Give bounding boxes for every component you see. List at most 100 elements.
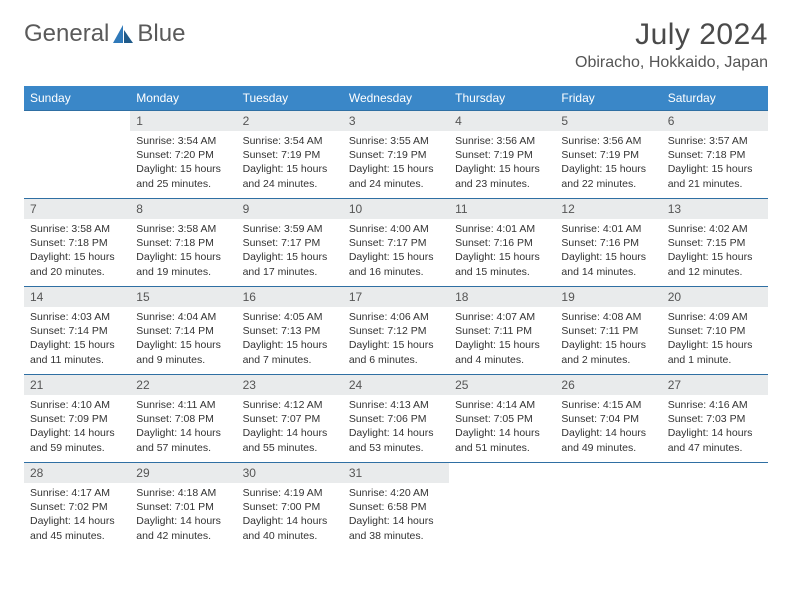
day-number: 9 — [237, 199, 343, 219]
location: Obiracho, Hokkaido, Japan — [575, 54, 768, 72]
day-number: 30 — [237, 463, 343, 483]
day-number: 12 — [555, 199, 661, 219]
calendar-day-cell: 21Sunrise: 4:10 AMSunset: 7:09 PMDayligh… — [24, 375, 130, 463]
day-number: 13 — [662, 199, 768, 219]
calendar-day-cell: 12Sunrise: 4:01 AMSunset: 7:16 PMDayligh… — [555, 199, 661, 287]
calendar-week-row: 28Sunrise: 4:17 AMSunset: 7:02 PMDayligh… — [24, 463, 768, 551]
calendar-empty-cell — [24, 111, 130, 199]
weekday-header: Tuesday — [237, 86, 343, 111]
calendar-day-cell: 19Sunrise: 4:08 AMSunset: 7:11 PMDayligh… — [555, 287, 661, 375]
calendar-week-row: 1Sunrise: 3:54 AMSunset: 7:20 PMDaylight… — [24, 111, 768, 199]
calendar-day-cell: 2Sunrise: 3:54 AMSunset: 7:19 PMDaylight… — [237, 111, 343, 199]
day-number: 8 — [130, 199, 236, 219]
calendar-day-cell: 28Sunrise: 4:17 AMSunset: 7:02 PMDayligh… — [24, 463, 130, 551]
day-number: 5 — [555, 111, 661, 131]
calendar-empty-cell — [555, 463, 661, 551]
calendar-day-cell: 16Sunrise: 4:05 AMSunset: 7:13 PMDayligh… — [237, 287, 343, 375]
day-details: Sunrise: 4:15 AMSunset: 7:04 PMDaylight:… — [555, 395, 661, 459]
calendar-empty-cell — [449, 463, 555, 551]
calendar-table: SundayMondayTuesdayWednesdayThursdayFrid… — [24, 86, 768, 551]
calendar-day-cell: 18Sunrise: 4:07 AMSunset: 7:11 PMDayligh… — [449, 287, 555, 375]
day-details: Sunrise: 4:14 AMSunset: 7:05 PMDaylight:… — [449, 395, 555, 459]
calendar-day-cell: 17Sunrise: 4:06 AMSunset: 7:12 PMDayligh… — [343, 287, 449, 375]
calendar-day-cell: 30Sunrise: 4:19 AMSunset: 7:00 PMDayligh… — [237, 463, 343, 551]
day-number: 20 — [662, 287, 768, 307]
day-number: 29 — [130, 463, 236, 483]
day-details: Sunrise: 4:03 AMSunset: 7:14 PMDaylight:… — [24, 307, 130, 371]
day-details: Sunrise: 3:54 AMSunset: 7:19 PMDaylight:… — [237, 131, 343, 195]
day-number: 16 — [237, 287, 343, 307]
day-details: Sunrise: 4:04 AMSunset: 7:14 PMDaylight:… — [130, 307, 236, 371]
day-details: Sunrise: 4:07 AMSunset: 7:11 PMDaylight:… — [449, 307, 555, 371]
day-number: 26 — [555, 375, 661, 395]
day-details: Sunrise: 3:58 AMSunset: 7:18 PMDaylight:… — [130, 219, 236, 283]
logo-sail-icon — [112, 24, 134, 44]
day-number: 17 — [343, 287, 449, 307]
month-title: July 2024 — [575, 18, 768, 52]
calendar-day-cell: 3Sunrise: 3:55 AMSunset: 7:19 PMDaylight… — [343, 111, 449, 199]
calendar-day-cell: 26Sunrise: 4:15 AMSunset: 7:04 PMDayligh… — [555, 375, 661, 463]
day-details: Sunrise: 4:17 AMSunset: 7:02 PMDaylight:… — [24, 483, 130, 547]
day-details: Sunrise: 3:58 AMSunset: 7:18 PMDaylight:… — [24, 219, 130, 283]
calendar-day-cell: 7Sunrise: 3:58 AMSunset: 7:18 PMDaylight… — [24, 199, 130, 287]
day-details: Sunrise: 3:56 AMSunset: 7:19 PMDaylight:… — [449, 131, 555, 195]
day-number: 1 — [130, 111, 236, 131]
day-details: Sunrise: 4:00 AMSunset: 7:17 PMDaylight:… — [343, 219, 449, 283]
calendar-empty-cell — [662, 463, 768, 551]
day-number: 27 — [662, 375, 768, 395]
weekday-header: Saturday — [662, 86, 768, 111]
weekday-header: Thursday — [449, 86, 555, 111]
day-number: 18 — [449, 287, 555, 307]
day-number: 23 — [237, 375, 343, 395]
day-details: Sunrise: 4:08 AMSunset: 7:11 PMDaylight:… — [555, 307, 661, 371]
day-details: Sunrise: 4:02 AMSunset: 7:15 PMDaylight:… — [662, 219, 768, 283]
day-details: Sunrise: 4:05 AMSunset: 7:13 PMDaylight:… — [237, 307, 343, 371]
calendar-day-cell: 27Sunrise: 4:16 AMSunset: 7:03 PMDayligh… — [662, 375, 768, 463]
day-number: 25 — [449, 375, 555, 395]
day-details: Sunrise: 4:11 AMSunset: 7:08 PMDaylight:… — [130, 395, 236, 459]
day-details: Sunrise: 3:55 AMSunset: 7:19 PMDaylight:… — [343, 131, 449, 195]
day-details: Sunrise: 3:57 AMSunset: 7:18 PMDaylight:… — [662, 131, 768, 195]
day-details: Sunrise: 4:13 AMSunset: 7:06 PMDaylight:… — [343, 395, 449, 459]
day-details: Sunrise: 4:09 AMSunset: 7:10 PMDaylight:… — [662, 307, 768, 371]
calendar-day-cell: 29Sunrise: 4:18 AMSunset: 7:01 PMDayligh… — [130, 463, 236, 551]
day-details: Sunrise: 4:16 AMSunset: 7:03 PMDaylight:… — [662, 395, 768, 459]
title-block: July 2024 Obiracho, Hokkaido, Japan — [575, 18, 768, 72]
weekday-header: Monday — [130, 86, 236, 111]
day-number: 19 — [555, 287, 661, 307]
day-number: 4 — [449, 111, 555, 131]
calendar-day-cell: 24Sunrise: 4:13 AMSunset: 7:06 PMDayligh… — [343, 375, 449, 463]
calendar-day-cell: 31Sunrise: 4:20 AMSunset: 6:58 PMDayligh… — [343, 463, 449, 551]
day-details: Sunrise: 4:10 AMSunset: 7:09 PMDaylight:… — [24, 395, 130, 459]
calendar-week-row: 14Sunrise: 4:03 AMSunset: 7:14 PMDayligh… — [24, 287, 768, 375]
day-details: Sunrise: 3:56 AMSunset: 7:19 PMDaylight:… — [555, 131, 661, 195]
day-number: 31 — [343, 463, 449, 483]
calendar-day-cell: 23Sunrise: 4:12 AMSunset: 7:07 PMDayligh… — [237, 375, 343, 463]
day-details: Sunrise: 3:54 AMSunset: 7:20 PMDaylight:… — [130, 131, 236, 195]
calendar-day-cell: 25Sunrise: 4:14 AMSunset: 7:05 PMDayligh… — [449, 375, 555, 463]
logo-word1: General — [24, 20, 109, 48]
weekday-header: Wednesday — [343, 86, 449, 111]
day-number: 11 — [449, 199, 555, 219]
day-number: 22 — [130, 375, 236, 395]
logo-word2: Blue — [137, 20, 185, 48]
day-number: 7 — [24, 199, 130, 219]
calendar-day-cell: 20Sunrise: 4:09 AMSunset: 7:10 PMDayligh… — [662, 287, 768, 375]
day-number: 15 — [130, 287, 236, 307]
day-details: Sunrise: 4:01 AMSunset: 7:16 PMDaylight:… — [449, 219, 555, 283]
day-details: Sunrise: 4:01 AMSunset: 7:16 PMDaylight:… — [555, 219, 661, 283]
calendar-day-cell: 11Sunrise: 4:01 AMSunset: 7:16 PMDayligh… — [449, 199, 555, 287]
header: General Blue July 2024 Obiracho, Hokkaid… — [24, 18, 768, 72]
calendar-week-row: 7Sunrise: 3:58 AMSunset: 7:18 PMDaylight… — [24, 199, 768, 287]
weekday-header: Sunday — [24, 86, 130, 111]
day-number: 10 — [343, 199, 449, 219]
day-details: Sunrise: 4:19 AMSunset: 7:00 PMDaylight:… — [237, 483, 343, 547]
day-number: 6 — [662, 111, 768, 131]
calendar-day-cell: 6Sunrise: 3:57 AMSunset: 7:18 PMDaylight… — [662, 111, 768, 199]
calendar-day-cell: 4Sunrise: 3:56 AMSunset: 7:19 PMDaylight… — [449, 111, 555, 199]
calendar-day-cell: 15Sunrise: 4:04 AMSunset: 7:14 PMDayligh… — [130, 287, 236, 375]
calendar-day-cell: 1Sunrise: 3:54 AMSunset: 7:20 PMDaylight… — [130, 111, 236, 199]
day-details: Sunrise: 4:12 AMSunset: 7:07 PMDaylight:… — [237, 395, 343, 459]
day-details: Sunrise: 4:06 AMSunset: 7:12 PMDaylight:… — [343, 307, 449, 371]
day-details: Sunrise: 4:18 AMSunset: 7:01 PMDaylight:… — [130, 483, 236, 547]
